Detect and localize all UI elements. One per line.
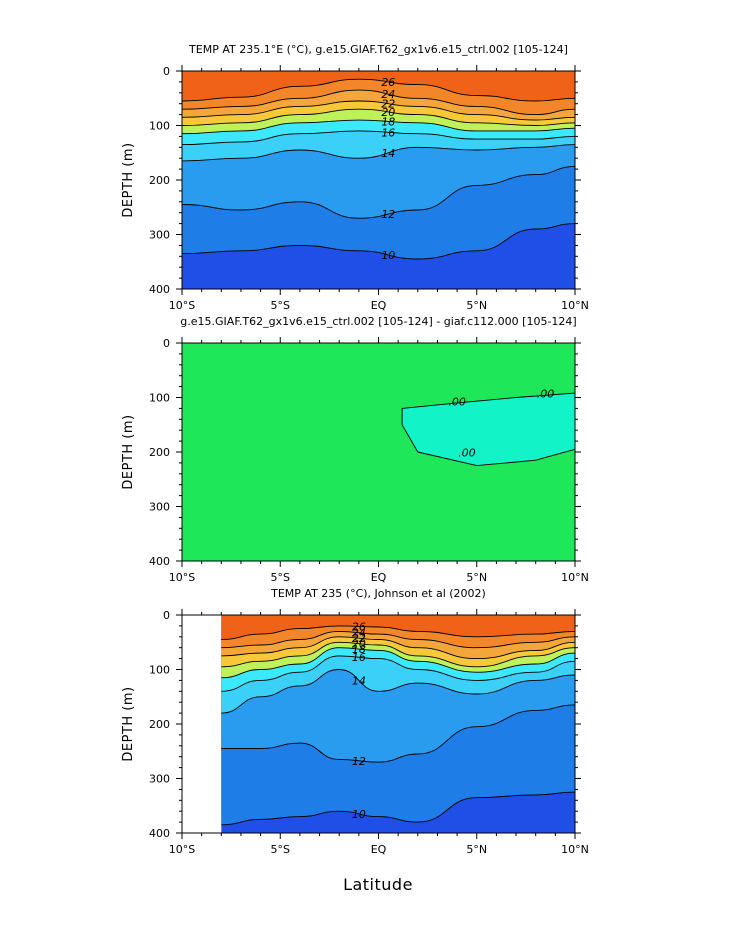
isotherm-line-16: [181, 130, 576, 146]
x-tick-label: EQ: [371, 299, 387, 312]
y-tick-label: 100: [149, 392, 170, 405]
x-tick-label: 5°N: [466, 299, 487, 312]
axes-panel-2: 10°S 5°S EQ 5°N 10°N 0 100 200 300 400 DEPTH (m) g.…: [121, 315, 589, 584]
y-axis-label: DEPTH (m): [121, 142, 136, 217]
isotherm-line-14: [221, 669, 576, 714]
y-tick-label: 300: [149, 501, 170, 514]
contour-label-22: 22: [381, 98, 395, 111]
contour-label-20: 20: [381, 106, 395, 119]
y-tick-label: 400: [149, 283, 170, 296]
isotherm-line-22: [221, 636, 576, 660]
contour-label-12: 12: [381, 208, 395, 221]
x-tick-label: 10°S: [169, 571, 195, 584]
axes-panel-1: 10°S 5°S EQ 5°N 10°N 0 100 200 300 400 DEPTH (m) TE…: [121, 43, 589, 312]
temperature-band-26: [182, 71, 575, 101]
y-tick-label: 0: [163, 609, 170, 622]
contour-label-14: 14: [381, 147, 395, 160]
contour-label-18: 18: [352, 643, 366, 656]
x-tick-label: 10°N: [561, 571, 589, 584]
y-tick-label: 100: [149, 120, 170, 133]
contour-label-26: 26: [381, 76, 395, 89]
x-tick-label: 5°S: [271, 843, 290, 856]
contour-label-b: .00: [537, 388, 555, 401]
contour-label-16: 16: [381, 126, 395, 139]
y-axis-label: DEPTH (m): [121, 686, 136, 761]
y-tick-label: 200: [149, 718, 170, 731]
isotherm-line-24: [221, 630, 576, 649]
contour-label-26: 26: [352, 620, 366, 633]
isotherm-line-10: [221, 791, 576, 826]
x-tick-label: 5°N: [466, 843, 487, 856]
isotherm-line-10: [181, 223, 576, 260]
y-axis-label: DEPTH (m): [121, 414, 136, 489]
contour-label-24: 24: [381, 88, 395, 101]
contour-label-14: 14: [352, 674, 366, 687]
axes-panel-3: 10°S 5°S EQ 5°N 10°N 0 100 200 300 400 DEPTH (m) TE…: [121, 587, 589, 856]
contour-label-22: 22: [352, 632, 366, 645]
contour-label-10: 10: [352, 808, 366, 821]
x-tick-label: 5°S: [271, 571, 290, 584]
y-tick-label: 0: [163, 337, 170, 350]
y-tick-label: 300: [149, 229, 170, 242]
temperature-band-26: [221, 615, 576, 640]
contour-label-18: 18: [381, 115, 395, 128]
y-tick-label: 100: [149, 664, 170, 677]
isotherm-line-22: [181, 100, 576, 121]
isotherm-line-20: [221, 641, 576, 668]
x-tick-label: 10°S: [169, 843, 195, 856]
isotherm-line-24: [181, 89, 576, 116]
isotherm-line-26: [181, 78, 576, 102]
x-tick-label: 5°S: [271, 299, 290, 312]
difference-region: [401, 392, 576, 467]
isotherm-line-14: [181, 144, 576, 162]
isotherm-line-20: [181, 108, 576, 126]
isotherm-line-18: [181, 119, 576, 135]
isotherm-line-12: [181, 165, 576, 219]
panel-title: TEMP AT 235 (°C), Johnson et al (2002): [270, 587, 486, 600]
y-tick-label: 200: [149, 446, 170, 459]
x-tick-label: 10°N: [561, 843, 589, 856]
y-tick-label: 300: [149, 773, 170, 786]
contour-label-a: .00: [448, 396, 466, 409]
isotherm-line-16: [221, 655, 576, 692]
x-axis-label: Latitude: [343, 875, 413, 894]
contour-label-12: 12: [352, 755, 366, 768]
x-tick-label: 10°N: [561, 299, 589, 312]
contour-label-24: 24: [352, 627, 366, 640]
y-tick-label: 200: [149, 174, 170, 187]
y-tick-label: 0: [163, 65, 170, 78]
y-tick-label: 400: [149, 827, 170, 840]
isotherm-line-26: [221, 625, 576, 640]
panel-title: g.e15.GIAF.T62_gx1v6.e15_ctrl.002 [105-1…: [180, 315, 576, 328]
isotherm-line-12: [221, 704, 576, 763]
x-tick-label: 10°S: [169, 299, 195, 312]
contour-label-10: 10: [381, 249, 395, 262]
contour-panel-2: .00 .00 .00: [182, 343, 576, 561]
contour-label-16: 16: [352, 651, 366, 664]
isotherm-line-18: [221, 647, 576, 679]
panel-title: TEMP AT 235.1°E (°C), g.e15.GIAF.T62_gx1…: [188, 43, 568, 56]
x-tick-label: 5°N: [466, 571, 487, 584]
x-tick-label: EQ: [371, 843, 387, 856]
contour-label-c: .00: [458, 446, 476, 459]
contour-label-20: 20: [352, 638, 366, 651]
x-tick-label: EQ: [371, 571, 387, 584]
y-tick-label: 400: [149, 555, 170, 568]
